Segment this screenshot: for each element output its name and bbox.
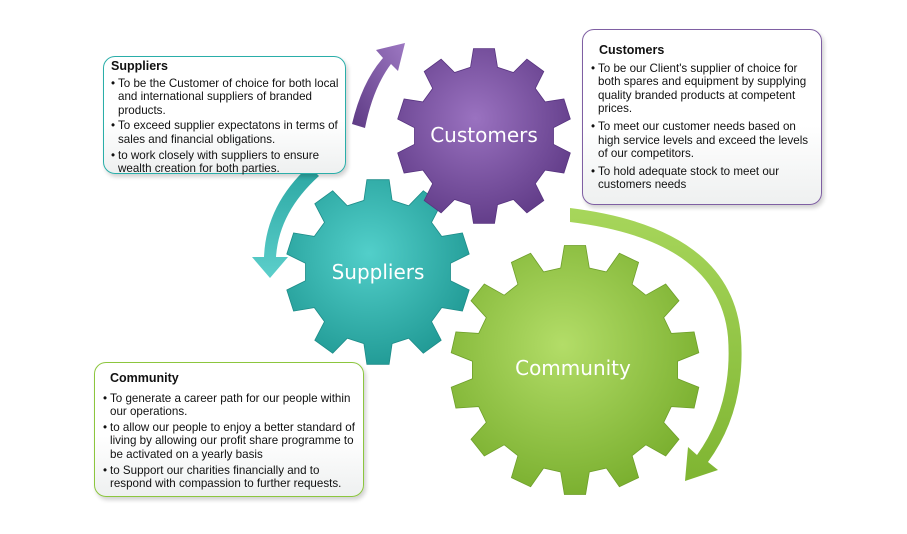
suppliers-bullet-list: To be the Customer of choice for both lo… bbox=[111, 77, 339, 176]
list-item: To exceed supplier expectatons in terms … bbox=[111, 119, 339, 146]
customers-box-title: Customers bbox=[599, 43, 665, 57]
suppliers-gear-label: Suppliers bbox=[332, 260, 425, 284]
customers-gear bbox=[397, 48, 571, 224]
community-bullet-list: To generate a career path for our people… bbox=[103, 392, 357, 491]
list-item: To generate a career path for our people… bbox=[103, 392, 357, 419]
community-box-title: Community bbox=[110, 371, 179, 385]
list-item: to work closely with suppliers to ensure… bbox=[111, 149, 339, 176]
list-item: To be our Client's supplier of choice fo… bbox=[591, 62, 815, 116]
customers-bullet-list: To be our Client's supplier of choice fo… bbox=[591, 62, 815, 192]
suppliers-info-box: Suppliers To be the Customer of choice f… bbox=[103, 56, 346, 176]
community-gear-label: Community bbox=[515, 356, 631, 380]
list-item: To be the Customer of choice for both lo… bbox=[111, 77, 339, 118]
suppliers-box-title: Suppliers bbox=[111, 59, 168, 73]
list-item: to Support our charities financially and… bbox=[103, 464, 357, 491]
customers-info-box: Customers To be our Client's supplier of… bbox=[582, 29, 822, 205]
list-item: To hold adequate stock to meet our custo… bbox=[591, 165, 815, 192]
list-item: To meet our customer needs based on high… bbox=[591, 120, 815, 161]
customers-gear-label: Customers bbox=[430, 123, 538, 147]
community-gear bbox=[450, 245, 700, 495]
list-item: to allow our people to enjoy a better st… bbox=[103, 421, 357, 462]
customers-to-suppliers-arrow bbox=[252, 166, 319, 278]
community-info-box: Community To generate a career path for … bbox=[94, 362, 364, 497]
suppliers-gear bbox=[286, 179, 470, 365]
suppliers-to-customers-arrow bbox=[352, 43, 405, 128]
